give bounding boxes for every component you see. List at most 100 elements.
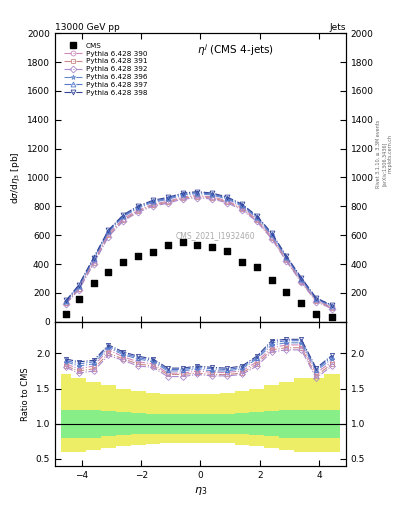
Pythia 6.428 392 [314,298,318,305]
Pythia 6.428 390 [165,198,170,204]
Pythia 6.428 397 [180,191,185,197]
Pythia 6.428 398 [106,227,111,233]
Text: [arXiv:1306.3436]: [arXiv:1306.3436] [382,142,387,186]
Pythia 6.428 396 [165,196,170,202]
Text: CMS_2021_I1932460: CMS_2021_I1932460 [175,231,255,240]
Pythia 6.428 398 [284,253,289,259]
Legend: CMS, Pythia 6.428 390, Pythia 6.428 391, Pythia 6.428 392, Pythia 6.428 396, Pyt: CMS, Pythia 6.428 390, Pythia 6.428 391,… [62,40,151,99]
CMS [105,268,112,276]
Pythia 6.428 390 [314,297,318,303]
Pythia 6.428 397 [329,303,334,309]
Pythia 6.428 397 [64,298,68,304]
Pythia 6.428 391 [225,199,230,205]
Pythia 6.428 392 [106,233,111,240]
Pythia 6.428 392 [210,196,215,202]
Pythia 6.428 396 [136,205,140,211]
Pythia 6.428 396 [151,199,155,205]
Pythia 6.428 390 [240,205,244,211]
Pythia 6.428 397 [106,228,111,234]
Pythia 6.428 398 [314,295,318,301]
Pythia 6.428 392 [225,200,230,206]
Pythia 6.428 390 [76,286,81,292]
Pythia 6.428 397 [284,254,289,260]
Text: $\eta^{j}$ (CMS 4-jets): $\eta^{j}$ (CMS 4-jets) [197,42,274,58]
Pythia 6.428 391 [269,234,274,241]
Line: Pythia 6.428 391: Pythia 6.428 391 [64,194,334,310]
Pythia 6.428 390 [254,216,259,222]
Pythia 6.428 398 [91,254,96,261]
CMS [224,247,230,255]
CMS [313,310,319,318]
CMS [180,238,186,246]
Text: Jets: Jets [329,23,346,32]
Pythia 6.428 397 [299,275,304,282]
Pythia 6.428 397 [269,231,274,237]
CMS [150,248,156,257]
Pythia 6.428 398 [329,302,334,308]
CMS [239,258,245,266]
Pythia 6.428 396 [240,203,244,209]
Line: Pythia 6.428 398: Pythia 6.428 398 [64,189,334,308]
Pythia 6.428 396 [210,192,215,198]
Pythia 6.428 391 [240,206,244,212]
Pythia 6.428 397 [136,204,140,210]
Pythia 6.428 398 [195,188,200,195]
Pythia 6.428 396 [284,255,289,261]
Pythia 6.428 390 [136,207,140,213]
Pythia 6.428 392 [136,209,140,215]
CMS [90,280,97,288]
CMS [75,295,82,304]
Pythia 6.428 392 [91,261,96,267]
Text: Rivet 3.1.10, ≥ 3.3M events: Rivet 3.1.10, ≥ 3.3M events [376,119,380,188]
CMS [194,241,200,249]
Pythia 6.428 391 [165,199,170,205]
Line: Pythia 6.428 392: Pythia 6.428 392 [64,195,334,311]
CMS [120,258,127,266]
Pythia 6.428 397 [76,283,81,289]
Pythia 6.428 392 [76,287,81,293]
Pythia 6.428 397 [195,189,200,196]
CMS [253,263,260,271]
Pythia 6.428 391 [180,195,185,201]
Pythia 6.428 391 [314,297,318,304]
CMS [298,299,305,307]
Pythia 6.428 398 [180,190,185,196]
Pythia 6.428 390 [269,233,274,240]
Pythia 6.428 391 [329,305,334,311]
Pythia 6.428 390 [121,216,126,222]
Pythia 6.428 390 [91,258,96,264]
Pythia 6.428 392 [121,218,126,224]
Pythia 6.428 398 [76,282,81,288]
Pythia 6.428 398 [121,211,126,218]
Pythia 6.428 391 [91,260,96,266]
CMS [268,276,275,284]
Pythia 6.428 396 [329,303,334,309]
Pythia 6.428 396 [121,214,126,220]
Pythia 6.428 392 [329,306,334,312]
Text: 13000 GeV pp: 13000 GeV pp [55,23,120,32]
Pythia 6.428 392 [151,203,155,209]
X-axis label: $\eta_3$: $\eta_3$ [194,485,207,497]
Pythia 6.428 397 [121,212,126,219]
Pythia 6.428 398 [151,197,155,203]
Pythia 6.428 390 [151,201,155,207]
Pythia 6.428 390 [210,194,215,200]
Pythia 6.428 396 [314,296,318,303]
Pythia 6.428 398 [136,203,140,209]
Pythia 6.428 397 [165,196,170,202]
Pythia 6.428 398 [269,230,274,236]
Pythia 6.428 396 [195,190,200,197]
Pythia 6.428 396 [299,276,304,283]
Pythia 6.428 390 [64,300,68,306]
CMS [63,310,69,318]
Pythia 6.428 398 [225,194,230,200]
Pythia 6.428 396 [269,232,274,238]
Pythia 6.428 392 [165,200,170,206]
Pythia 6.428 392 [180,196,185,202]
CMS [135,252,141,260]
Pythia 6.428 391 [151,202,155,208]
Pythia 6.428 391 [210,195,215,201]
Pythia 6.428 398 [210,190,215,196]
Pythia 6.428 398 [254,212,259,219]
Line: Pythia 6.428 390: Pythia 6.428 390 [64,193,334,310]
